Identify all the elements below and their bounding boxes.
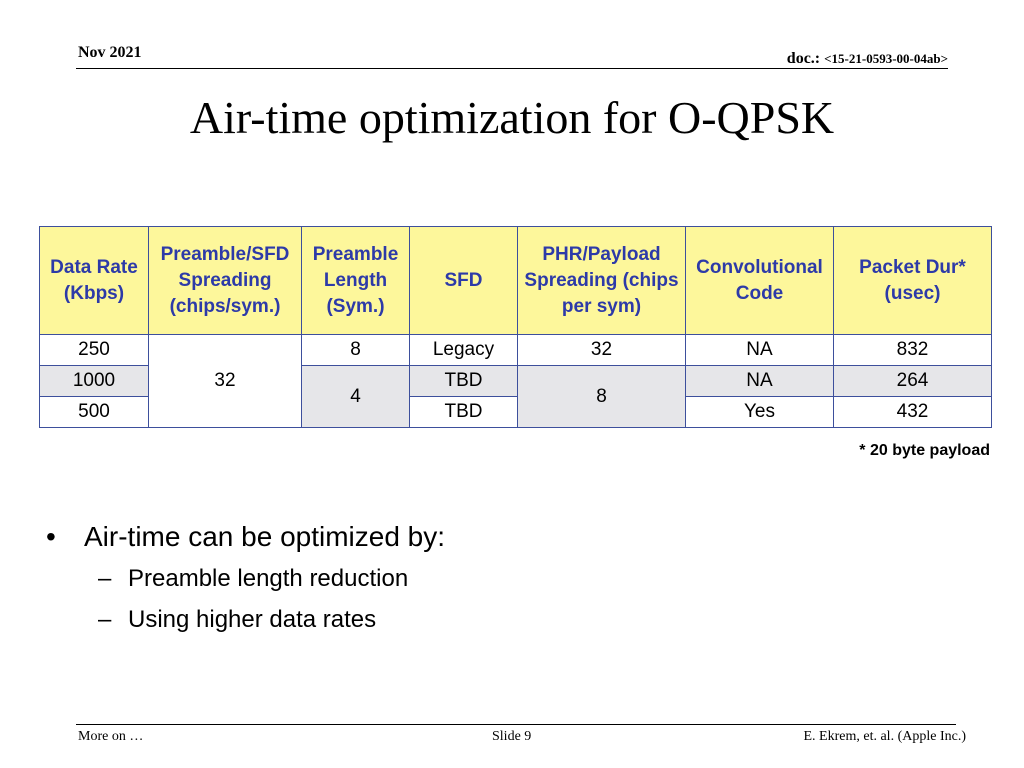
- cell-sfd: TBD: [409, 396, 518, 428]
- sub-bullet-text: Preamble length reduction: [128, 565, 409, 592]
- sub-bullet-text: Using higher data rates: [128, 606, 377, 633]
- header-doc-number: <15-21-0593-00-04ab>: [824, 51, 948, 66]
- cell-preamble-length: 4: [301, 365, 410, 428]
- table-header-row: Data Rate (Kbps) Preamble/SFD Spreading …: [39, 226, 992, 335]
- cell-packet-duration: 832: [833, 334, 992, 366]
- table-row: 500 TBD Yes 432: [39, 396, 992, 428]
- header-preamble-sfd-spreading: Preamble/SFD Spreading (chips/sym.): [148, 226, 302, 335]
- sub-bullet-dash: –: [98, 565, 112, 592]
- bullet-main: • Air-time can be optimized by:: [46, 519, 445, 555]
- slide-number: Slide 9: [492, 729, 532, 744]
- sub-bullet: – Using higher data rates: [98, 605, 376, 635]
- table-row: 250 32 8 Legacy 32 NA 832: [39, 334, 992, 428]
- cell-sfd: Legacy: [409, 334, 518, 366]
- cell-data-rate: 500: [39, 396, 149, 428]
- bullet-main-text: Air-time can be optimized by:: [84, 521, 446, 552]
- sub-bullet-dash: –: [98, 606, 112, 633]
- footer-left: More on …: [78, 729, 144, 744]
- data-rate-table: Data Rate (Kbps) Preamble/SFD Spreading …: [39, 226, 992, 428]
- header-doc-prefix: doc.:: [786, 50, 825, 67]
- cell-preamble-sfd-spreading: 32: [148, 334, 302, 428]
- cell-data-rate: 250: [39, 334, 149, 366]
- header-data-rate: Data Rate (Kbps): [39, 226, 149, 335]
- header-date: Nov 2021: [78, 44, 142, 61]
- cell-packet-duration: 432: [833, 396, 992, 428]
- cell-payload-spreading: 32: [517, 334, 686, 366]
- header-doc: doc.: <15-21-0593-00-04ab>: [787, 50, 948, 68]
- cell-convolutional-code: NA: [685, 334, 834, 366]
- header-rule: [76, 68, 948, 69]
- cell-data-rate: 1000: [39, 365, 149, 397]
- cell-convolutional-code: Yes: [685, 396, 834, 428]
- header-phr-payload-spreading: PHR/Payload Spreading (chips per sym): [517, 226, 686, 335]
- footer-rule: [76, 724, 956, 725]
- cell-sfd: TBD: [409, 365, 518, 397]
- sub-bullet: – Preamble length reduction: [98, 564, 408, 594]
- cell-payload-spreading: 8: [517, 365, 686, 428]
- table-footnote: * 20 byte payload: [859, 442, 990, 459]
- header-preamble-length: Preamble Length (Sym.): [301, 226, 410, 335]
- bullet-dot: •: [46, 521, 56, 552]
- cell-preamble-length: 8: [301, 334, 410, 366]
- cell-packet-duration: 264: [833, 365, 992, 397]
- slide-title: Air-time optimization for O-QPSK: [189, 92, 835, 143]
- header-convolutional-code: Convolutional Code: [685, 226, 834, 335]
- table-row: 1000 4 TBD 8 NA 264: [39, 365, 992, 428]
- header-packet-duration: Packet Dur* (usec): [833, 226, 992, 335]
- cell-convolutional-code: NA: [685, 365, 834, 397]
- header-sfd: SFD: [409, 226, 518, 335]
- footer-author: E. Ekrem, et. al. (Apple Inc.): [803, 729, 967, 744]
